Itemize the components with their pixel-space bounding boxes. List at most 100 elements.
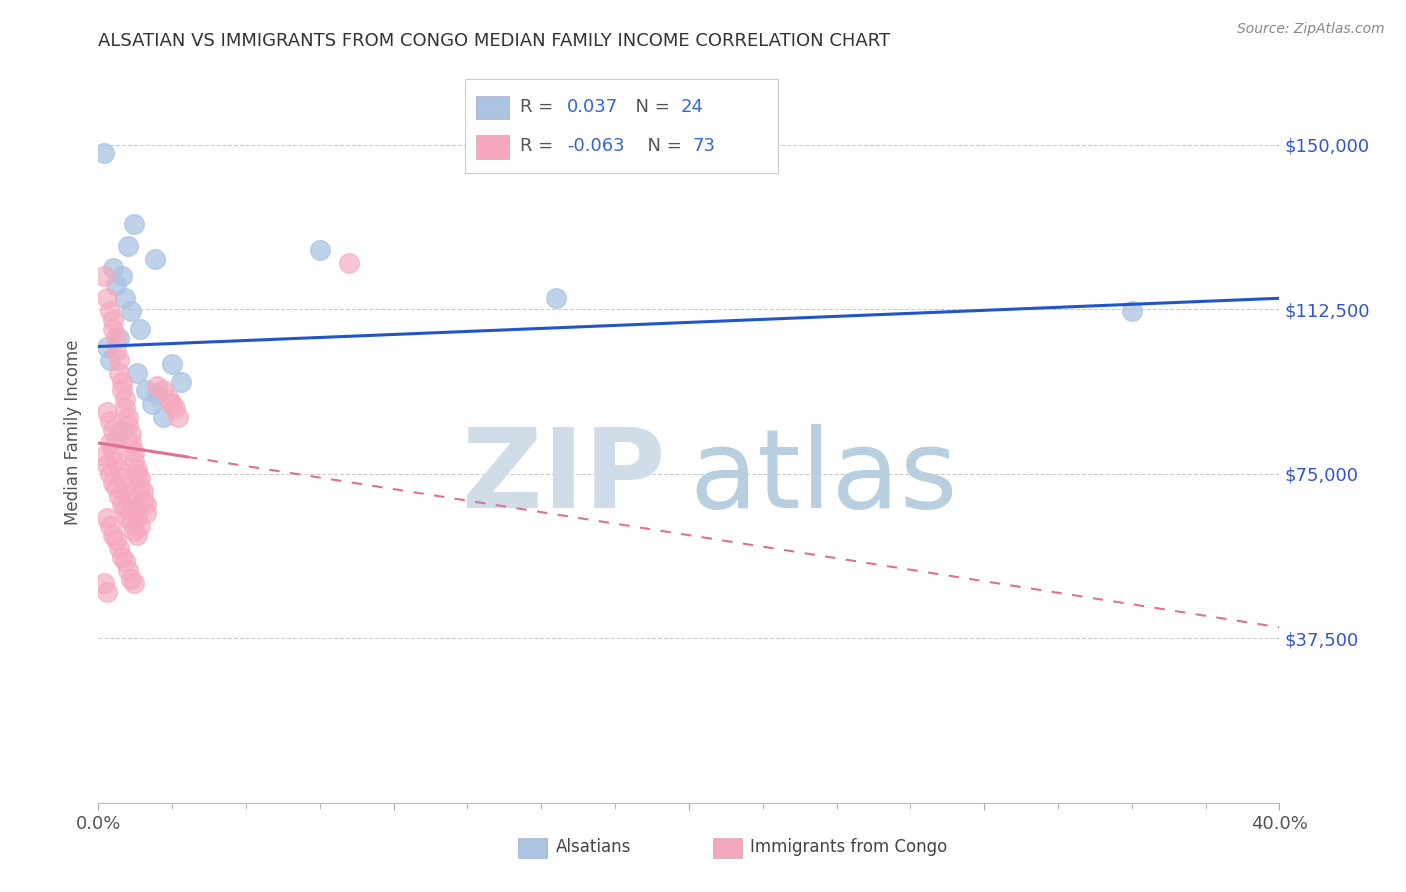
Point bbox=[98, 414, 121, 428]
Point bbox=[108, 366, 131, 380]
Point bbox=[122, 576, 145, 591]
Point bbox=[105, 331, 128, 345]
Point bbox=[114, 291, 136, 305]
Point bbox=[1121, 304, 1143, 318]
Point bbox=[103, 445, 125, 459]
Point bbox=[96, 585, 118, 599]
Point bbox=[132, 484, 155, 499]
Point bbox=[120, 572, 142, 586]
Point bbox=[108, 489, 131, 503]
Point bbox=[141, 396, 163, 410]
Point bbox=[120, 498, 142, 512]
Point bbox=[125, 467, 148, 481]
Point bbox=[103, 528, 125, 542]
Point bbox=[117, 409, 139, 424]
Point bbox=[114, 501, 136, 516]
Point bbox=[105, 343, 128, 358]
Point bbox=[93, 269, 115, 284]
Text: Alsatians: Alsatians bbox=[555, 838, 631, 856]
Point bbox=[96, 405, 118, 419]
Point bbox=[114, 392, 136, 406]
FancyBboxPatch shape bbox=[477, 95, 509, 120]
Point bbox=[98, 304, 121, 318]
Point bbox=[120, 304, 142, 318]
Text: 24: 24 bbox=[681, 98, 703, 116]
Point bbox=[117, 418, 139, 433]
Point bbox=[128, 480, 150, 494]
Point bbox=[135, 384, 157, 398]
Point bbox=[98, 519, 121, 533]
Point bbox=[128, 322, 150, 336]
Text: 73: 73 bbox=[693, 137, 716, 155]
Point bbox=[122, 524, 145, 538]
Point bbox=[98, 436, 121, 450]
Point bbox=[135, 506, 157, 520]
Text: R =: R = bbox=[520, 137, 560, 155]
Point bbox=[108, 541, 131, 556]
FancyBboxPatch shape bbox=[477, 135, 509, 159]
Point bbox=[125, 510, 148, 524]
Point bbox=[152, 384, 174, 398]
Point bbox=[122, 445, 145, 459]
Point bbox=[105, 480, 128, 494]
Point bbox=[93, 146, 115, 161]
Point bbox=[125, 462, 148, 476]
Point bbox=[146, 388, 169, 402]
Point bbox=[103, 260, 125, 275]
Point bbox=[120, 436, 142, 450]
Text: R =: R = bbox=[520, 98, 560, 116]
Point bbox=[111, 423, 134, 437]
Point bbox=[103, 313, 125, 327]
Point bbox=[96, 510, 118, 524]
Point bbox=[135, 498, 157, 512]
Point bbox=[339, 256, 361, 270]
Point bbox=[93, 576, 115, 591]
Point bbox=[117, 489, 139, 503]
Point bbox=[114, 480, 136, 494]
Point bbox=[125, 528, 148, 542]
Point bbox=[132, 493, 155, 508]
Text: -0.063: -0.063 bbox=[567, 137, 624, 155]
Point bbox=[114, 554, 136, 568]
Point bbox=[122, 501, 145, 516]
FancyBboxPatch shape bbox=[464, 78, 778, 173]
Point bbox=[157, 392, 180, 406]
Text: N =: N = bbox=[636, 137, 688, 155]
Point bbox=[111, 375, 134, 389]
Text: N =: N = bbox=[624, 98, 675, 116]
Point bbox=[117, 510, 139, 524]
Point bbox=[111, 384, 134, 398]
Point bbox=[105, 453, 128, 467]
Point bbox=[93, 449, 115, 463]
Point bbox=[117, 563, 139, 577]
Point bbox=[103, 423, 125, 437]
Point bbox=[105, 533, 128, 547]
Text: Source: ZipAtlas.com: Source: ZipAtlas.com bbox=[1237, 22, 1385, 37]
Point bbox=[103, 475, 125, 490]
Text: atlas: atlas bbox=[689, 424, 957, 531]
Point bbox=[122, 217, 145, 231]
Point bbox=[108, 462, 131, 476]
Point bbox=[167, 409, 190, 424]
Point bbox=[96, 458, 118, 472]
Point bbox=[125, 366, 148, 380]
Point bbox=[96, 291, 118, 305]
Point bbox=[128, 519, 150, 533]
Point bbox=[162, 396, 183, 410]
Point bbox=[98, 467, 121, 481]
Y-axis label: Median Family Income: Median Family Income bbox=[65, 340, 83, 525]
Point bbox=[111, 269, 134, 284]
Point bbox=[120, 427, 142, 442]
Point bbox=[162, 357, 183, 371]
Point bbox=[98, 352, 121, 367]
Text: ALSATIAN VS IMMIGRANTS FROM CONGO MEDIAN FAMILY INCOME CORRELATION CHART: ALSATIAN VS IMMIGRANTS FROM CONGO MEDIAN… bbox=[98, 32, 890, 50]
Point bbox=[111, 471, 134, 485]
Point bbox=[143, 252, 166, 266]
Text: Immigrants from Congo: Immigrants from Congo bbox=[751, 838, 948, 856]
Point bbox=[105, 432, 128, 446]
Point bbox=[122, 453, 145, 467]
Point bbox=[103, 322, 125, 336]
Point bbox=[120, 515, 142, 529]
Point bbox=[105, 278, 128, 293]
Point bbox=[108, 352, 131, 367]
